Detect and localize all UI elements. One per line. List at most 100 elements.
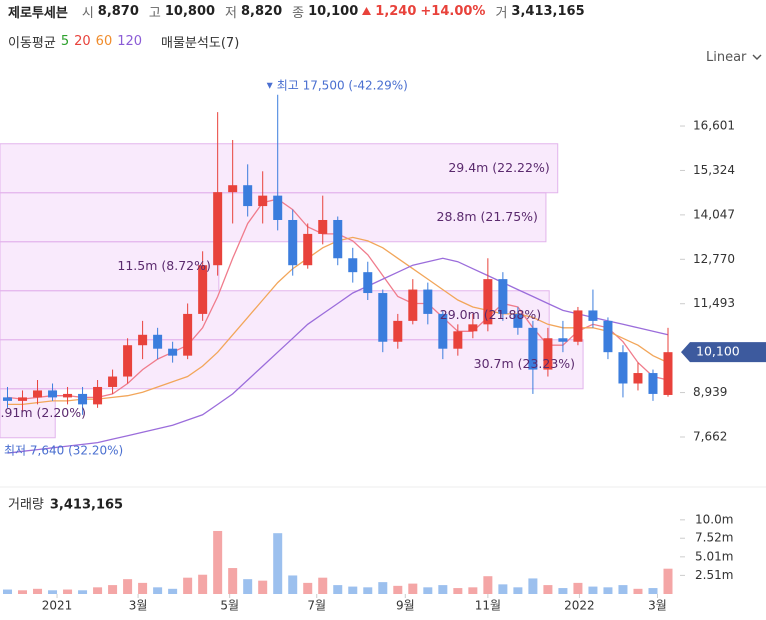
candle-body	[468, 324, 478, 332]
volume-bar	[183, 577, 193, 594]
scale-button[interactable]: Linear	[706, 50, 762, 65]
volume-bar	[438, 585, 448, 594]
close-value: 10,100	[308, 4, 359, 19]
profile-band	[0, 241, 220, 292]
volume-bar	[318, 577, 328, 594]
ma-legend: 이동평균 5 20 60 120 매물분석도(7)	[8, 32, 239, 51]
volume-bar	[93, 587, 103, 594]
stock-name: 제로투세븐	[8, 6, 68, 21]
volume-bar	[663, 568, 673, 594]
candle-body	[543, 338, 553, 370]
quote-header: 제로투세븐 시 8,870 고 10,800 저 8,820 종 10,100 1,24…	[8, 2, 585, 21]
x-tick-label: 3월	[129, 599, 148, 613]
high-value: 10,800	[164, 4, 216, 19]
chevron	[752, 54, 762, 60]
volume-bar	[618, 585, 628, 594]
x-tick-label: 9월	[396, 599, 415, 613]
profile-label: 29.0m (21.88%)	[440, 307, 541, 322]
candle-body	[153, 334, 163, 349]
candle-body	[48, 390, 58, 398]
candle-body	[303, 233, 313, 266]
candle-body	[243, 185, 253, 207]
candle-body	[78, 393, 88, 405]
volume-bar	[228, 568, 238, 594]
change-value: 1,240	[375, 4, 417, 19]
candle-body	[438, 313, 448, 349]
candle-body	[573, 310, 583, 342]
price-badge	[681, 342, 766, 363]
candle-body	[588, 310, 598, 321]
volume-bar	[33, 588, 43, 594]
volume-bar	[408, 583, 418, 594]
ma-period: 120	[117, 34, 143, 49]
volume-bar	[498, 584, 508, 594]
candle-body	[633, 373, 643, 384]
profile-label: 11.5m (8.72%)	[117, 258, 210, 273]
candle-body	[63, 393, 73, 398]
x-tick-label: 7월	[307, 599, 326, 613]
x-tick-label: 5월	[220, 599, 239, 613]
candle-body	[33, 390, 43, 398]
plot-area	[0, 94, 673, 594]
volume-bar	[453, 588, 463, 594]
candle-body	[363, 272, 373, 294]
candle-body	[213, 192, 223, 266]
profile-toggle[interactable]: 매물분석도(7)	[161, 36, 240, 51]
volume-tick-label: 2.51m	[695, 568, 733, 582]
change-percent: +14.00%	[420, 4, 486, 19]
up-arrow	[362, 7, 372, 15]
volume-bar	[3, 589, 13, 594]
candle-body	[288, 219, 298, 266]
volume-bar	[63, 589, 73, 594]
ma-line	[7, 257, 669, 454]
volume-bar	[543, 585, 553, 594]
volume-bar	[513, 587, 523, 594]
volume-bar	[213, 530, 223, 594]
y-tick-label: 15,324	[693, 163, 735, 177]
candle-body	[378, 293, 388, 342]
volume-bar	[468, 587, 478, 594]
ma-title: 이동평균	[8, 36, 56, 51]
volume-bar	[48, 590, 58, 594]
high-label: 고	[148, 6, 161, 21]
candle-body	[138, 334, 148, 346]
volume-bar	[333, 585, 343, 594]
profile-label: 29.4m (22.22%)	[448, 160, 549, 175]
candle-body	[123, 345, 133, 377]
price-badge-label: 10,100	[696, 344, 740, 359]
volume-bar	[648, 588, 658, 594]
profile-label: 2.91m (2.20%)	[0, 405, 86, 420]
y-tick-label: 8,939	[693, 385, 727, 399]
volume-bar	[348, 586, 358, 594]
candle-body	[348, 258, 358, 273]
candle-body	[258, 195, 268, 207]
candle-body	[18, 397, 28, 401]
volume-bar	[243, 579, 253, 594]
volume-bar	[18, 590, 28, 594]
candle-body	[3, 397, 13, 401]
volume-tick-label: 5.01m	[695, 549, 733, 563]
candle-body	[393, 320, 403, 342]
volume-bar	[273, 533, 283, 594]
volume-bar	[558, 588, 568, 594]
ma-period: 60	[95, 34, 113, 49]
volume-value: 3,413,165	[511, 4, 585, 19]
low-value: 8,820	[241, 4, 283, 19]
candle-body	[618, 352, 628, 384]
volume-bar	[588, 586, 598, 594]
profile-label: 28.8m (21.75%)	[437, 209, 538, 224]
volume-bar	[198, 574, 208, 594]
open-label: 시	[81, 6, 94, 21]
volume-bar	[168, 588, 178, 594]
candle-body	[663, 352, 673, 395]
scale-label: Linear	[706, 50, 747, 65]
candle-body	[498, 279, 508, 314]
candle-body	[168, 348, 178, 356]
x-tick-label: 2021	[42, 599, 73, 613]
volume-bar	[138, 582, 148, 594]
volume-bar	[378, 582, 388, 594]
candle-body	[453, 331, 463, 349]
candle-body	[273, 195, 283, 220]
volume-label: 거	[495, 6, 508, 21]
